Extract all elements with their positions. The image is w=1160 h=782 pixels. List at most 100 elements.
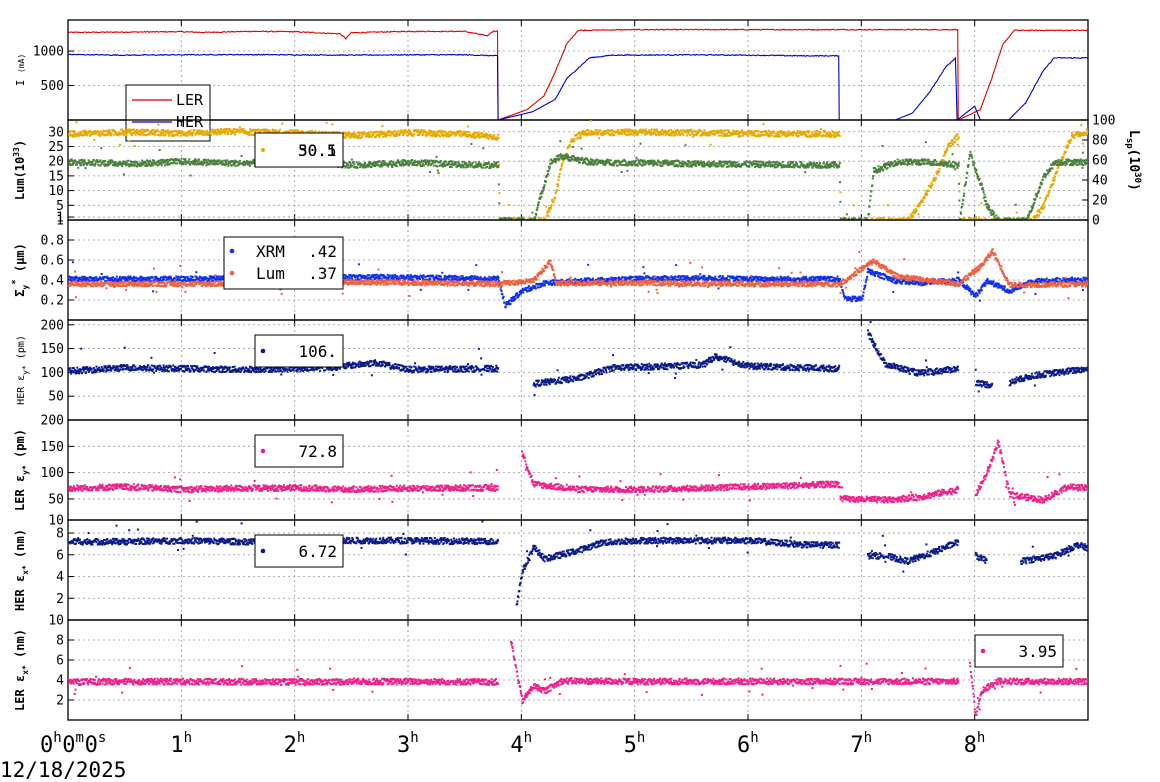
- data-point: [429, 134, 432, 137]
- data-point: [652, 113, 654, 115]
- data-point: [1057, 166, 1060, 169]
- data-point: [1062, 156, 1065, 159]
- data-point: [1025, 223, 1027, 225]
- data-point: [519, 222, 521, 224]
- data-point: [114, 130, 117, 133]
- data-point: [591, 160, 594, 163]
- data-point: [624, 160, 627, 163]
- data-point: [989, 221, 991, 223]
- data-point: [753, 130, 756, 133]
- data-point: [445, 135, 448, 138]
- data-point: [1044, 174, 1047, 177]
- data-point: [951, 153, 954, 156]
- data-point: [166, 163, 169, 166]
- data-point: [697, 131, 700, 134]
- data-point: [813, 130, 816, 133]
- data-point: [77, 166, 80, 169]
- data-point: [434, 133, 437, 136]
- data-point: [968, 153, 971, 156]
- data-point: [223, 128, 226, 131]
- data-point: [234, 133, 237, 136]
- data-point: [456, 164, 459, 167]
- data-point: [1054, 175, 1056, 178]
- data-point: [415, 160, 418, 163]
- data-point: [473, 134, 476, 136]
- data-point: [450, 134, 453, 137]
- data-point: [963, 222, 965, 224]
- data-point: [472, 135, 475, 138]
- data-point: [394, 130, 397, 132]
- data-point: [585, 132, 588, 135]
- data-point: [1039, 196, 1042, 199]
- data-point: [1086, 158, 1088, 161]
- data-point: [377, 163, 380, 166]
- data-point: [248, 132, 251, 135]
- data-point: [98, 276, 101, 279]
- data-point: [559, 153, 562, 156]
- data-point: [143, 133, 145, 136]
- data-point: [191, 162, 194, 165]
- data-point: [201, 132, 204, 135]
- data-point: [115, 162, 118, 165]
- data-point: [717, 162, 720, 165]
- data-point: [755, 165, 758, 167]
- data-point: [550, 204, 553, 207]
- data-point: [838, 135, 841, 137]
- data-point: [78, 159, 81, 162]
- data-point: [972, 221, 974, 223]
- right-y-axis-label: Lsp(1030): [1124, 130, 1142, 191]
- data-point: [724, 129, 726, 132]
- data-point: [883, 162, 886, 165]
- data-point: [644, 128, 647, 131]
- data-point: [763, 133, 766, 136]
- data-point: [1064, 151, 1067, 154]
- data-point: [1027, 216, 1030, 219]
- data-point: [127, 128, 130, 131]
- data-point: [943, 164, 946, 167]
- data-point: [84, 133, 87, 136]
- data-point: [142, 163, 145, 166]
- data-point: [492, 135, 495, 138]
- data-point: [621, 131, 624, 134]
- data-point: [422, 164, 425, 167]
- data-point: [473, 136, 475, 139]
- data-point: [379, 132, 382, 135]
- data-point: [997, 218, 1000, 220]
- data-point: [140, 131, 143, 134]
- data-point: [748, 165, 751, 168]
- data-point: [905, 158, 908, 161]
- data-point: [1051, 167, 1054, 170]
- data-point: [197, 131, 200, 134]
- data-point: [967, 165, 970, 168]
- data-point: [511, 222, 513, 224]
- data-point: [648, 159, 651, 162]
- data-point: [781, 131, 784, 134]
- data-point: [140, 164, 143, 167]
- data-point: [966, 172, 969, 175]
- data-point: [94, 129, 97, 132]
- data-point: [461, 163, 464, 166]
- data-point: [996, 221, 998, 223]
- data-point: [350, 158, 353, 161]
- data-point: [1073, 136, 1076, 139]
- data-point: [464, 163, 467, 166]
- data-point: [909, 213, 912, 216]
- data-point: [961, 223, 963, 225]
- data-point: [377, 131, 380, 134]
- data-point: [972, 222, 974, 224]
- data-point: [813, 134, 816, 137]
- data-point: [1065, 163, 1068, 165]
- data-point: [806, 162, 809, 165]
- data-point: [975, 218, 978, 220]
- data-point: [900, 163, 903, 166]
- data-point: [74, 132, 77, 135]
- data-point: [807, 165, 810, 168]
- data-point: [620, 128, 623, 131]
- data-point: [767, 161, 770, 164]
- data-point: [862, 222, 864, 224]
- data-point: [435, 164, 437, 167]
- data-point: [240, 154, 243, 157]
- data-point: [762, 161, 765, 164]
- data-point: [123, 276, 126, 279]
- data-point: [708, 163, 711, 166]
